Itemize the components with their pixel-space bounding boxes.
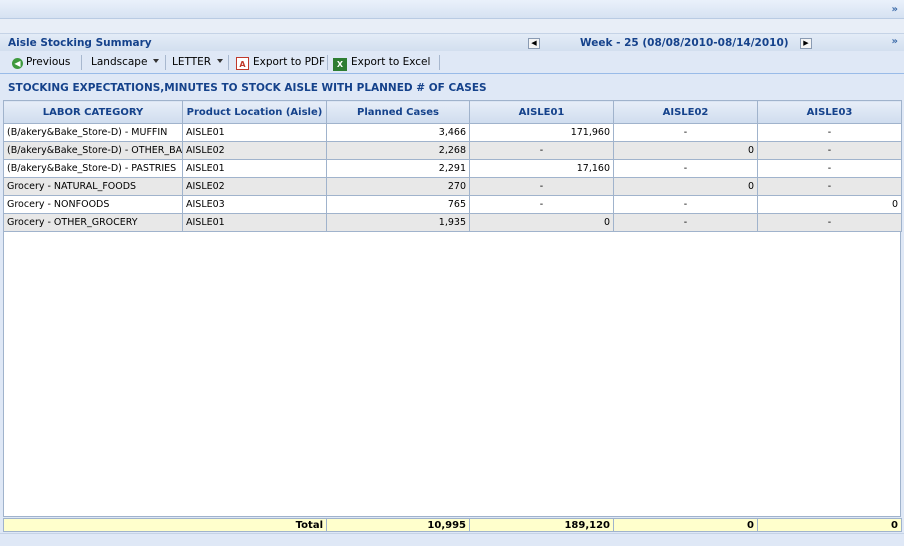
cell-aisle02: 0 [613, 141, 758, 160]
cell-location: AISLE02 [182, 177, 327, 196]
column-header[interactable]: Planned Cases [326, 100, 470, 124]
cell-planned: 1,935 [326, 213, 470, 232]
paper-size-dropdown[interactable]: LETTER [172, 55, 224, 70]
orientation-label: Landscape [91, 56, 148, 68]
prev-week-arrow-icon[interactable]: ◀ [528, 38, 540, 49]
pdf-icon: A [236, 57, 249, 70]
report-toolbar: ◀ Previous Landscape LETTER A Export to PD… [0, 52, 904, 74]
cell-aisle01: - [469, 177, 614, 196]
column-header[interactable]: AISLE01 [469, 100, 614, 124]
total-label: Total [3, 518, 327, 532]
top-bar: » [0, 0, 904, 19]
cell-aisle03: - [757, 141, 902, 160]
panel-title: Aisle Stocking Summary [8, 37, 152, 49]
cell-labor-category: (B/akery&Bake_Store-D) - MUFFIN [3, 123, 183, 142]
table-row[interactable]: (B/akery&Bake_Store-D) - PASTRIES AISLE0… [3, 159, 902, 178]
cell-aisle03: - [757, 123, 902, 142]
cell-labor-category: Grocery - OTHER_GROCERY [3, 213, 183, 232]
table-row[interactable]: Grocery - NONFOODS AISLE03 765 - - 0 [3, 195, 902, 214]
toolbar-divider [81, 55, 82, 70]
cell-location: AISLE01 [182, 123, 327, 142]
cell-aisle01: 17,160 [469, 159, 614, 178]
cell-planned: 765 [326, 195, 470, 214]
cell-planned: 270 [326, 177, 470, 196]
table-row[interactable]: Grocery - NATURAL_FOODS AISLE02 270 - 0 … [3, 177, 902, 196]
top-bar-secondary [0, 19, 904, 34]
cell-aisle03: - [757, 213, 902, 232]
cell-aisle01: 0 [469, 213, 614, 232]
excel-icon: X [333, 58, 347, 71]
chevron-down-icon [217, 59, 224, 63]
back-arrow-icon: ◀ [12, 58, 23, 69]
toolbar-divider [439, 55, 440, 70]
panel-header: Aisle Stocking Summary ◀ Week - 25 (08/0… [0, 34, 904, 51]
cell-location: AISLE01 [182, 159, 327, 178]
cell-aisle02: - [613, 159, 758, 178]
report-heading: STOCKING EXPECTATIONS,MINUTES TO STOCK A… [8, 82, 487, 94]
cell-aisle01: 171,960 [469, 123, 614, 142]
collapse-panel-icon[interactable]: » [891, 36, 898, 47]
bottom-bar [0, 533, 904, 546]
table-row[interactable]: Grocery - OTHER_GROCERY AISLE01 1,935 0 … [3, 213, 902, 232]
toolbar-divider [228, 55, 229, 70]
orientation-dropdown[interactable]: Landscape [91, 55, 160, 70]
total-aisle03: 0 [757, 518, 902, 532]
cell-planned: 2,268 [326, 141, 470, 160]
total-aisle01: 189,120 [469, 518, 614, 532]
cell-aisle02: - [613, 123, 758, 142]
cell-aisle02: - [613, 213, 758, 232]
cell-labor-category: (B/akery&Bake_Store-D) - PASTRIES [3, 159, 183, 178]
cell-aisle02: - [613, 195, 758, 214]
next-week-arrow-icon[interactable]: ▶ [800, 38, 812, 49]
cell-aisle02: 0 [613, 177, 758, 196]
previous-button[interactable]: ◀ Previous [12, 55, 70, 70]
cell-aisle03: 0 [757, 195, 902, 214]
cell-location: AISLE01 [182, 213, 327, 232]
export-pdf-label: Export to PDF [253, 56, 326, 68]
cell-planned: 3,466 [326, 123, 470, 142]
column-header[interactable]: Product Location (Aisle) [182, 100, 327, 124]
column-header[interactable]: LABOR CATEGORY [3, 100, 183, 124]
cell-labor-category: Grocery - NONFOODS [3, 195, 183, 214]
report-heading-bar: STOCKING EXPECTATIONS,MINUTES TO STOCK A… [0, 78, 904, 98]
cell-location: AISLE02 [182, 141, 327, 160]
export-excel-label: Export to Excel [351, 56, 431, 68]
cell-aisle01: - [469, 195, 614, 214]
toolbar-divider [165, 55, 166, 70]
total-aisle02: 0 [613, 518, 758, 532]
previous-label: Previous [26, 56, 71, 68]
total-planned: 10,995 [326, 518, 470, 532]
grid-header-row: LABOR CATEGORY Product Location (Aisle) … [3, 100, 902, 124]
cell-labor-category: Grocery - NATURAL_FOODS [3, 177, 183, 196]
column-header[interactable]: AISLE03 [757, 100, 902, 124]
week-label: Week - 25 (08/08/2010-08/14/2010) [580, 37, 789, 49]
table-row[interactable]: (B/akery&Bake_Store-D) - MUFFIN AISLE01 … [3, 123, 902, 142]
cell-aisle03: - [757, 177, 902, 196]
chevron-down-icon [153, 59, 160, 63]
export-excel-button[interactable]: X Export to Excel [333, 55, 431, 71]
table-row[interactable]: (B/akery&Bake_Store-D) - OTHER_BAKERY AI… [3, 141, 902, 160]
cell-planned: 2,291 [326, 159, 470, 178]
total-row: Total 10,995 189,120 0 0 [3, 518, 902, 532]
paper-size-label: LETTER [172, 56, 212, 68]
collapse-top-icon[interactable]: » [891, 4, 898, 15]
toolbar-divider [327, 55, 328, 70]
column-header[interactable]: AISLE02 [613, 100, 758, 124]
cell-labor-category: (B/akery&Bake_Store-D) - OTHER_BAKERY [3, 141, 183, 160]
cell-location: AISLE03 [182, 195, 327, 214]
stocking-grid: LABOR CATEGORY Product Location (Aisle) … [3, 100, 902, 232]
export-pdf-button[interactable]: A Export to PDF [236, 55, 325, 70]
cell-aisle01: - [469, 141, 614, 160]
cell-aisle03: - [757, 159, 902, 178]
